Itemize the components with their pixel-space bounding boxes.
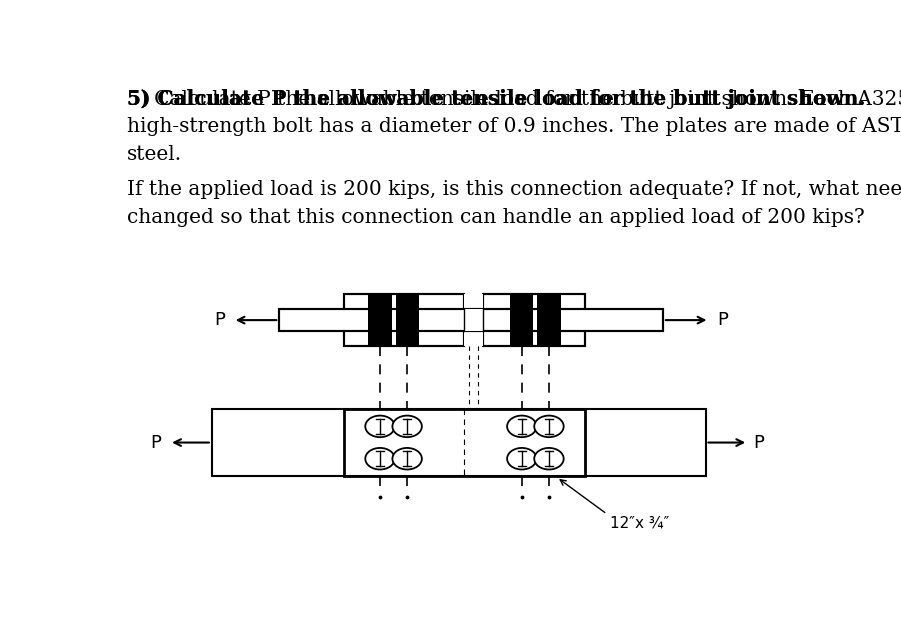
Text: 5) Calculate P the allowable tensile load for the butt joint shown.: 5) Calculate P the allowable tensile loa… — [126, 89, 865, 109]
Text: high-strength bolt has a diameter of 0.9 inches. The plates are made of ASTM A36: high-strength bolt has a diameter of 0.9… — [126, 117, 901, 136]
Text: 12″x ¾″: 12″x ¾″ — [610, 516, 669, 531]
Bar — [343, 294, 465, 346]
Bar — [483, 294, 586, 346]
Bar — [483, 294, 586, 346]
Ellipse shape — [534, 448, 564, 470]
Ellipse shape — [393, 448, 422, 470]
Bar — [369, 294, 392, 346]
Ellipse shape — [534, 415, 564, 437]
Bar — [510, 309, 533, 331]
Text: 5) Calculate P the allowable tensile load for the butt joint shown. Each A325-N: 5) Calculate P the allowable tensile loa… — [126, 89, 901, 109]
Ellipse shape — [365, 448, 395, 470]
Bar — [465, 309, 483, 331]
Bar — [396, 309, 419, 331]
Bar — [537, 309, 560, 331]
Ellipse shape — [393, 415, 422, 437]
Bar — [343, 410, 586, 476]
Text: steel.: steel. — [126, 145, 182, 164]
Bar — [343, 294, 465, 346]
Text: P: P — [214, 311, 225, 329]
Bar — [537, 294, 560, 346]
Ellipse shape — [365, 415, 395, 437]
Bar — [396, 294, 419, 346]
Text: P: P — [150, 433, 161, 452]
Ellipse shape — [507, 448, 537, 470]
Bar — [369, 309, 392, 331]
Bar — [465, 294, 483, 346]
Bar — [510, 294, 533, 346]
Text: P: P — [753, 433, 764, 452]
Ellipse shape — [507, 415, 537, 437]
Bar — [212, 410, 705, 476]
Text: 5) Calculate P the allowable tensile load for the butt joint shown.: 5) Calculate P the allowable tensile loa… — [126, 89, 865, 109]
Text: P: P — [717, 311, 728, 329]
Text: If the applied load is 200 kips, is this connection adequate? If not, what needs: If the applied load is 200 kips, is this… — [126, 180, 901, 199]
Bar — [279, 309, 663, 331]
Text: changed so that this connection can handle an applied load of 200 kips?: changed so that this connection can hand… — [126, 208, 864, 227]
Bar — [279, 309, 663, 331]
